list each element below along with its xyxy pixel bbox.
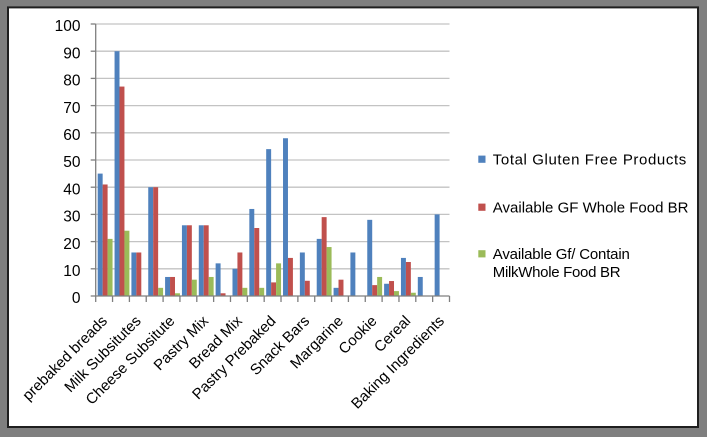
svg-text:Total Gluten Free Products: Total Gluten Free Products	[493, 152, 687, 169]
svg-text:Available GF Whole Food BR: Available GF Whole Food BR	[493, 200, 689, 217]
svg-text:80: 80	[63, 73, 81, 90]
svg-text:30: 30	[63, 209, 81, 226]
svg-text:100: 100	[55, 18, 81, 35]
svg-text:20: 20	[63, 236, 81, 253]
svg-text:90: 90	[63, 45, 81, 62]
svg-text:40: 40	[63, 181, 81, 198]
svg-text:0: 0	[72, 290, 81, 307]
svg-text:60: 60	[63, 127, 81, 144]
svg-text:50: 50	[63, 154, 81, 171]
svg-text:70: 70	[63, 100, 81, 117]
svg-text:Available Gf/ Contain: Available Gf/ Contain	[493, 246, 630, 263]
svg-text:10: 10	[63, 263, 81, 280]
svg-text:MilkWhole Food BR: MilkWhole Food BR	[493, 264, 621, 281]
